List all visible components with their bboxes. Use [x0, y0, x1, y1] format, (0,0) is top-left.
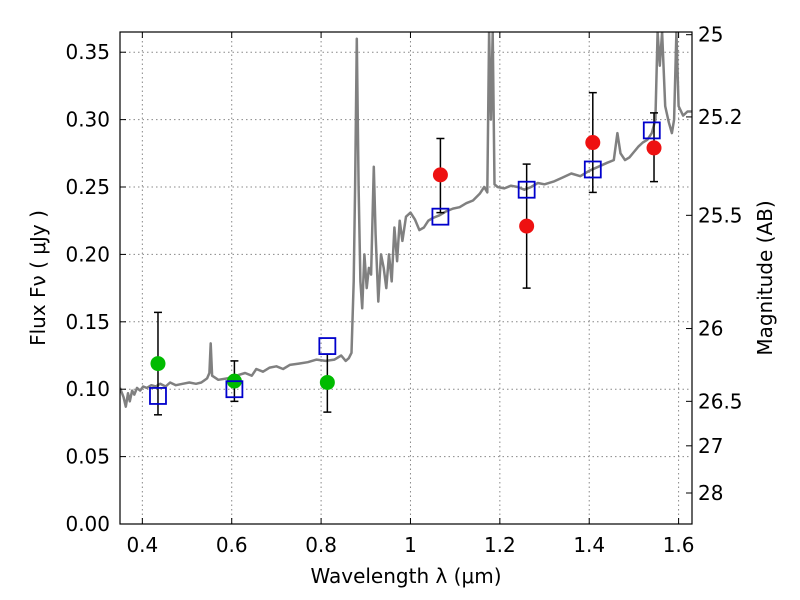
- y-tick-label: 0.15: [65, 310, 110, 334]
- model-square: [583, 160, 602, 179]
- model-square: [517, 180, 536, 199]
- mag-tick-label: 25: [698, 23, 723, 47]
- right-axis-label: Magnitude (AB): [753, 200, 777, 355]
- x-tick-label: 0.8: [305, 533, 337, 557]
- y-tick-label: 0.05: [65, 445, 110, 469]
- x-tick-label: 1: [404, 533, 417, 557]
- y-tick-label: 0.10: [65, 377, 110, 401]
- mag-tick-label: 25.2: [698, 105, 743, 129]
- y-axis-label: Flux Fν ( μJy ): [26, 210, 50, 346]
- green-data-point: [150, 356, 166, 372]
- model-square: [642, 121, 661, 140]
- grid-lines: [120, 32, 692, 524]
- red-data-point: [585, 135, 601, 151]
- red-data-point: [646, 140, 662, 156]
- red-data-point: [432, 167, 448, 183]
- mag-tick-label: 25.5: [698, 203, 743, 227]
- spectrum-layer: [120, 32, 692, 408]
- x-tick-label: 0.4: [126, 533, 158, 557]
- model-square: [149, 387, 167, 405]
- mag-tick-label: 26: [698, 317, 723, 341]
- x-tick-label: 1.6: [663, 533, 695, 557]
- y-tick-label: 0.00: [65, 512, 110, 536]
- ticks-layer: 0.4 0.6 0.8 1 1.2 1.4 1.6 0.00 0.05 0.10 0.15 0.20 0…: [65, 23, 742, 557]
- green-data-point: [319, 374, 335, 390]
- y-tick-label: 0.25: [65, 175, 110, 199]
- x-tick-label: 1.2: [484, 533, 516, 557]
- y-tick-label: 0.35: [65, 40, 110, 64]
- mag-tick-label: 28: [698, 481, 723, 505]
- model-square: [225, 380, 244, 399]
- plot-frame: [119, 31, 693, 525]
- spectrum-line: [120, 32, 692, 408]
- markers-layer: [149, 121, 662, 405]
- y-tick-label: 0.20: [65, 242, 110, 266]
- x-tick-label: 0.6: [216, 533, 248, 557]
- red-data-point: [519, 218, 535, 234]
- y-tick-label: 0.30: [65, 108, 110, 132]
- mag-tick-label: 27: [698, 434, 723, 458]
- x-tick-label: 1.4: [573, 533, 605, 557]
- model-square: [431, 207, 450, 226]
- model-square: [318, 337, 337, 355]
- mag-tick-label: 26.5: [698, 389, 743, 413]
- x-axis-label: Wavelength λ (μm): [310, 564, 501, 588]
